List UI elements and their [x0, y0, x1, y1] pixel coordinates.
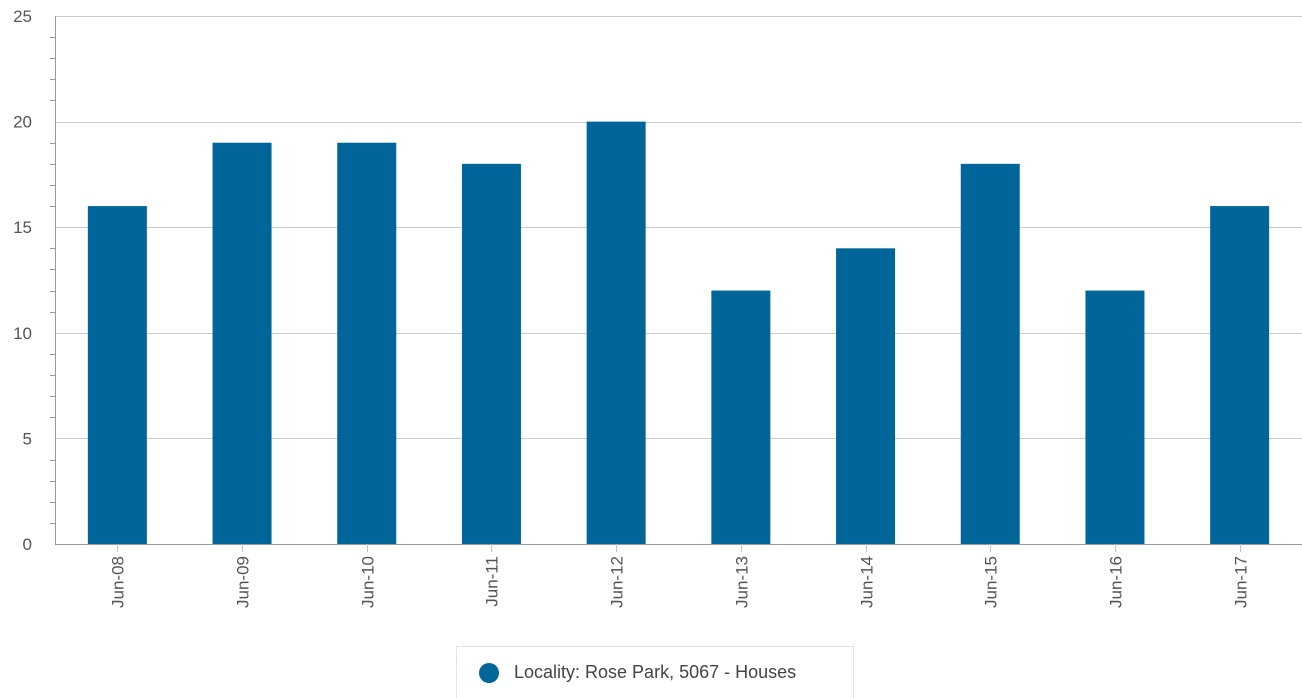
legend-series-label: Locality: Rose Park, 5067 - Houses	[514, 662, 797, 682]
legend[interactable]: Locality: Rose Park, 5067 - Houses	[456, 646, 854, 698]
bar[interactable]	[836, 248, 896, 544]
x-tick-label: Jun-09	[234, 556, 253, 608]
bar[interactable]	[337, 142, 397, 544]
bar[interactable]	[586, 121, 646, 544]
x-tick-label: Jun-17	[1232, 556, 1251, 608]
x-tick-label: Jun-12	[608, 556, 627, 608]
x-tick-label: Jun-10	[359, 556, 378, 608]
x-tick-label: Jun-11	[483, 556, 502, 607]
y-axis-minor-ticks	[50, 37, 55, 524]
axes	[55, 16, 1302, 552]
bar[interactable]	[711, 290, 771, 544]
bar-series	[87, 121, 1270, 544]
x-axis-tick-labels: Jun-08 Jun-09 Jun-10 Jun-11 Jun-12 Jun-13 Jun-…	[109, 556, 1251, 608]
x-tick-label: Jun-14	[858, 556, 877, 608]
x-tick-label: Jun-15	[982, 556, 1001, 608]
x-tick-label: Jun-13	[733, 556, 752, 608]
y-tick-label: 15	[13, 218, 32, 237]
bar[interactable]	[87, 206, 147, 544]
y-tick-label: 25	[13, 7, 32, 26]
bar[interactable]	[212, 142, 272, 544]
bar[interactable]	[1210, 206, 1270, 544]
y-axis-tick-labels: 0 5 10 15 20 25	[13, 7, 32, 554]
x-tick-label: Jun-16	[1107, 556, 1126, 608]
bar[interactable]	[960, 163, 1020, 544]
y-tick-label: 20	[13, 113, 32, 132]
y-tick-label: 5	[23, 429, 32, 448]
y-tick-label: 0	[23, 535, 32, 554]
y-tick-label: 10	[13, 324, 32, 343]
bar[interactable]	[461, 163, 521, 544]
bar[interactable]	[1085, 290, 1145, 544]
legend-marker-icon	[479, 662, 499, 683]
x-tick-label: Jun-08	[109, 556, 128, 608]
